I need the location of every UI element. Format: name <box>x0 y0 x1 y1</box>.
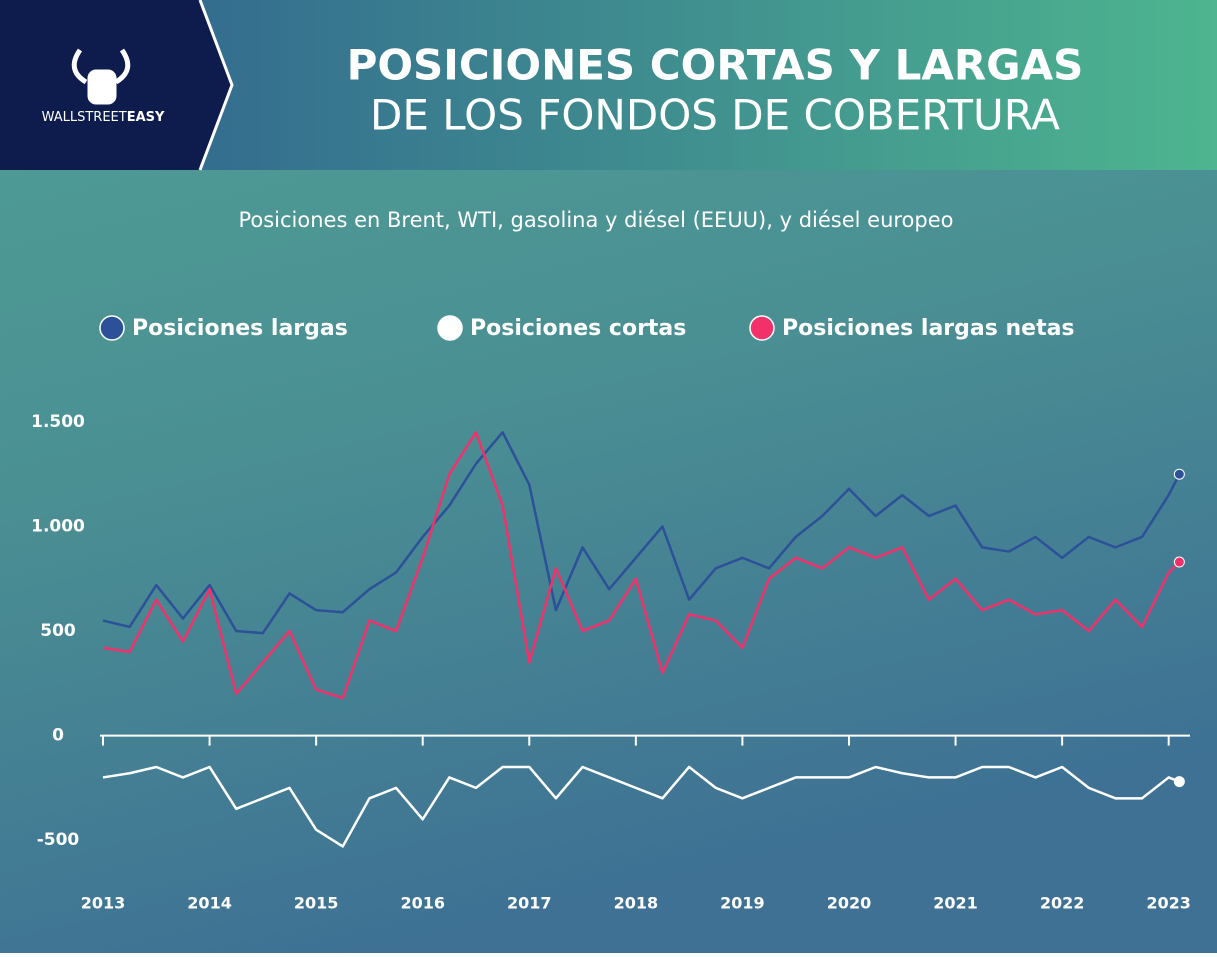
x-tick-label: 2023 <box>1146 894 1191 913</box>
y-tick-label: 1.000 <box>31 516 85 536</box>
legend-marker <box>749 315 775 341</box>
chart-title-line2: DE LOS FONDOS DE COBERTURA <box>370 91 1060 140</box>
x-tick-label: 2017 <box>507 894 552 913</box>
y-tick-label: 0 <box>52 726 64 746</box>
x-tick-label: 2019 <box>720 894 765 913</box>
chart-title: POSICIONES CORTAS Y LARGAS <box>347 41 1084 90</box>
series-line <box>102 431 1181 635</box>
legend-label: Posiciones largas netas <box>782 316 1075 341</box>
x-tick-label: 2022 <box>1040 894 1085 913</box>
brand-bold: EASY <box>127 110 165 125</box>
logo-icon <box>71 48 131 105</box>
brand: WALLSTREETEASY <box>42 110 165 125</box>
legend-marker <box>99 315 125 341</box>
x-tick-label: 2021 <box>933 894 978 913</box>
end-point <box>1173 556 1185 568</box>
legend-label: Posiciones largas <box>132 316 348 341</box>
x-tick-label: 2016 <box>400 894 445 913</box>
end-point <box>1173 776 1185 788</box>
brand-light: WALLSTREET <box>42 110 127 125</box>
y-tick-label: 1.500 <box>31 412 85 432</box>
legend-marker <box>437 315 463 341</box>
series-line <box>102 765 1180 848</box>
y-tick-label: 500 <box>40 621 76 641</box>
y-tick-label: -500 <box>37 830 80 850</box>
end-point <box>1173 468 1185 480</box>
x-tick-label: 2013 <box>81 894 126 913</box>
legend-label: Posiciones cortas <box>470 316 686 341</box>
chart-subtitle: Posiciones en Brent, WTI, gasolina y dié… <box>238 208 953 232</box>
x-tick-label: 2018 <box>614 894 659 913</box>
x-tick-label: 2014 <box>187 894 232 913</box>
logo-panel-edge <box>198 0 234 171</box>
series-line <box>102 431 1181 700</box>
x-tick-label: 2020 <box>827 894 872 913</box>
x-tick-label: 2015 <box>294 894 339 913</box>
